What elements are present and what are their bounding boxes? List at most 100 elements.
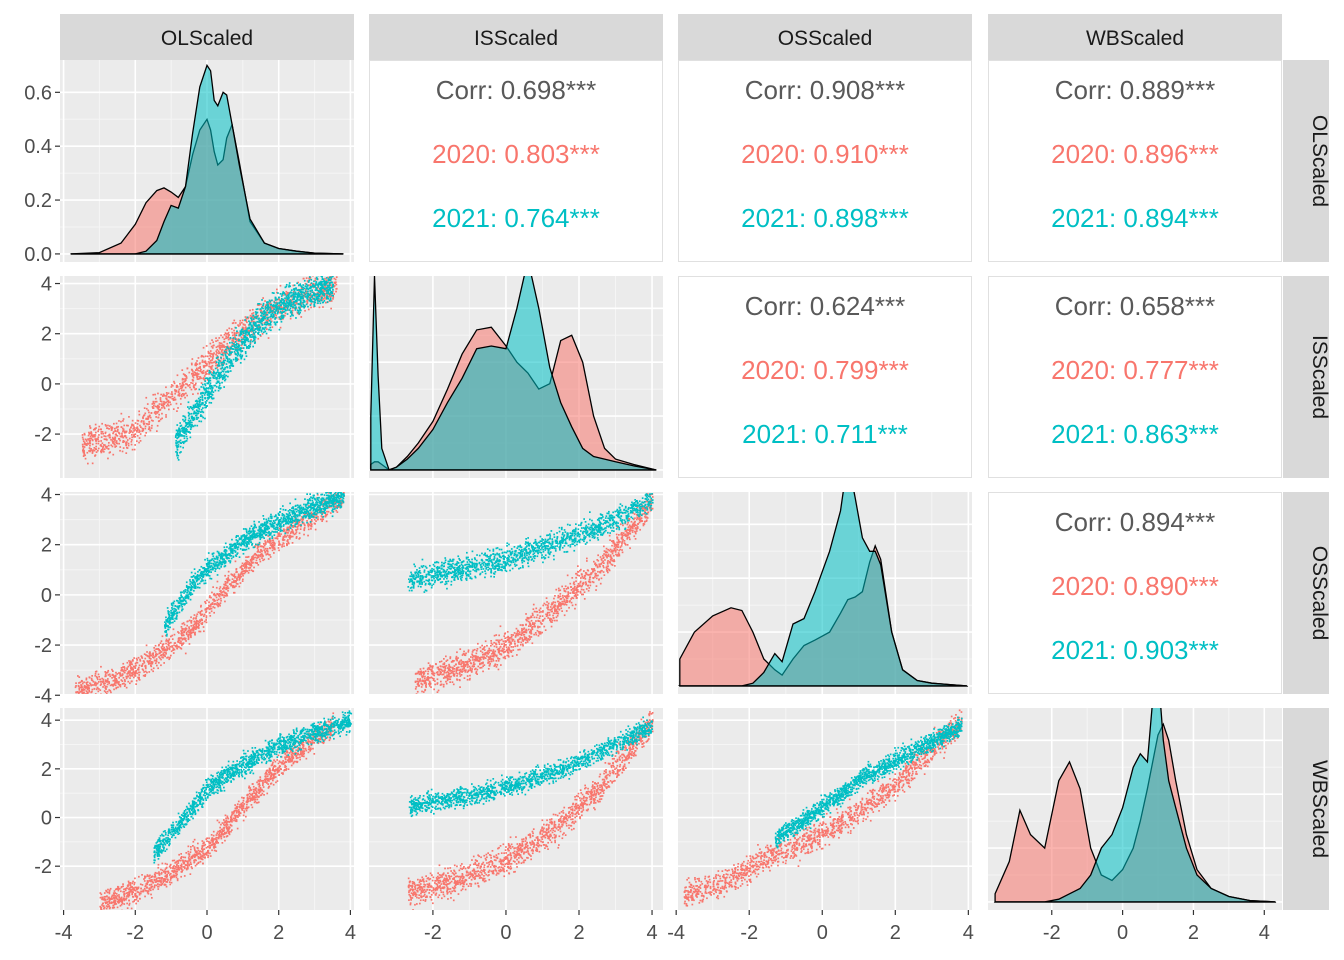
scatter-point: [97, 438, 99, 440]
scatter-point: [313, 295, 316, 297]
scatter-point: [243, 332, 246, 334]
scatter-point: [83, 446, 86, 448]
scatter-point: [247, 555, 250, 558]
scatter-point: [266, 541, 269, 543]
scatter-point: [312, 516, 315, 518]
scatter-point: [251, 542, 254, 545]
scatter-point: [198, 388, 201, 391]
scatter-point: [286, 307, 289, 309]
scatter-point: [95, 670, 98, 673]
scatter-point: [190, 368, 193, 371]
scatter-point: [252, 320, 255, 323]
scatter-point: [115, 678, 118, 680]
scatter-point: [239, 573, 242, 576]
scatter-point: [183, 634, 185, 637]
scatter-point: [130, 667, 132, 670]
scatter-point: [192, 404, 195, 407]
scatter-point: [294, 300, 297, 303]
scatter-point: [198, 402, 201, 404]
scatter-point: [265, 531, 268, 534]
scatter-point: [202, 377, 204, 380]
scatter-point: [165, 634, 167, 637]
density-curve-2021: [70, 63, 344, 255]
scatter-point: [309, 515, 311, 517]
scatter-point: [233, 579, 235, 582]
scatter-point: [165, 651, 167, 654]
scatter-point: [333, 496, 335, 498]
scatter-point: [154, 413, 157, 415]
scatter-point: [171, 646, 173, 648]
scatter-point: [327, 492, 330, 494]
scatter-point: [100, 681, 102, 683]
scatter-point: [190, 415, 193, 418]
scatter-point: [262, 307, 264, 310]
scatter-point: [194, 384, 197, 386]
scatter-point: [176, 453, 178, 455]
scatter-point: [107, 434, 109, 437]
scatter-point: [224, 600, 226, 603]
scatter-point: [272, 310, 274, 312]
scatter-point: [185, 392, 187, 395]
scatter-point: [237, 349, 239, 352]
scatter-point: [246, 347, 248, 349]
scatter-point: [190, 620, 192, 623]
scatter-point: [85, 685, 87, 688]
scatter-point: [200, 408, 203, 411]
scatter-point: [295, 517, 297, 519]
scatter-point: [125, 443, 128, 445]
scatter-point: [324, 281, 327, 283]
scatter-point: [220, 357, 223, 360]
scatter-point: [280, 301, 283, 304]
scatter-point: [329, 497, 332, 500]
scatter-point: [274, 537, 277, 540]
scatter-point: [166, 640, 169, 642]
scatter-point: [242, 347, 245, 349]
scatter-point: [283, 536, 286, 538]
scatter-point: [82, 440, 85, 443]
scatter-point: [130, 666, 133, 669]
scatter-point: [324, 288, 327, 290]
scatter-point: [310, 511, 313, 514]
scatter-point: [282, 508, 285, 511]
scatter-point: [290, 291, 292, 294]
scatter-point: [267, 305, 270, 307]
scatter-point: [244, 562, 246, 565]
scatter-point: [100, 665, 102, 668]
scatter-point: [89, 449, 91, 452]
scatter-point: [78, 693, 80, 694]
scatter-point: [144, 434, 146, 437]
scatter-point: [177, 459, 180, 461]
scatter-point: [241, 573, 244, 575]
scatter-point: [278, 308, 281, 310]
scatter-point: [302, 301, 304, 304]
scatter-point: [306, 520, 308, 522]
scatter-point: [95, 451, 98, 453]
scatter-point: [168, 648, 171, 651]
scatter-point: [87, 443, 90, 445]
row-label-WBScaled: WBScaled: [1308, 760, 1331, 858]
scatter-point: [242, 574, 244, 577]
scatter-point: [197, 373, 200, 375]
scatter-point: [208, 395, 211, 398]
scatter-point: [320, 286, 322, 289]
scatter-point: [91, 679, 94, 682]
scatter-point: [160, 664, 162, 667]
scatter-point: [200, 604, 202, 607]
scatter-point: [185, 429, 188, 431]
scatter-point: [211, 397, 213, 400]
scatter-point: [122, 418, 125, 420]
scatter-point: [230, 351, 233, 354]
scatter-point: [325, 520, 328, 523]
scatter-point: [307, 305, 309, 308]
scatter-point: [214, 375, 216, 377]
scatter-point: [330, 273, 332, 275]
scatter-point: [286, 297, 288, 300]
scatter-point: [211, 558, 214, 560]
scatter-point: [208, 401, 211, 404]
scatter-point: [144, 674, 147, 676]
scatter-point: [277, 547, 280, 549]
scatter-point: [195, 628, 197, 630]
scatter-point: [220, 351, 223, 353]
scatter-point: [247, 340, 250, 343]
scatter-point: [183, 430, 186, 433]
